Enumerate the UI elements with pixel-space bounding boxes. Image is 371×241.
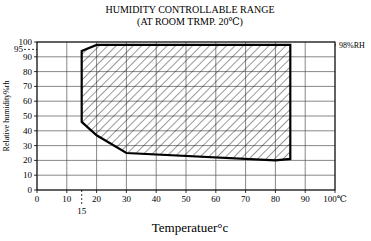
plot-frame: [37, 42, 335, 190]
x-tick-label: 90: [301, 194, 311, 204]
x-tick-label: 70: [241, 194, 251, 204]
x-tick-label: 40: [152, 194, 162, 204]
y-reference-line: [335, 44, 338, 45]
y-tick-label: 20: [23, 155, 33, 165]
y-reference-label: 95: [14, 44, 24, 54]
x-tick-label: 100℃: [323, 194, 347, 204]
y-tick-label: 50: [23, 111, 33, 121]
y-tick-label: 30: [23, 141, 33, 151]
x-axis-label: Temperatuer°c: [152, 220, 229, 235]
y-grid-line: [37, 175, 335, 176]
y-tick-label: 0: [28, 185, 33, 195]
y-axis-label: Relative humidity%rh: [2, 81, 11, 152]
x-tick-label: 20: [92, 194, 102, 204]
y-tick-label: 40: [23, 126, 33, 136]
x-tick-label: 10: [62, 194, 72, 204]
subtitle: (AT ROOM TRMP. 20℃): [137, 16, 243, 28]
y-tick-label: 80: [23, 67, 33, 77]
controllable-area: [82, 45, 291, 160]
y-reference-label: 98%RH: [339, 41, 365, 50]
title: HUMIDITY CONTROLLABLE RANGE: [105, 4, 274, 15]
y-tick-label: 90: [23, 52, 33, 62]
x-tick-label: 30: [122, 194, 132, 204]
x-reference-label: 15: [77, 206, 87, 216]
x-reference-line: [81, 190, 82, 206]
y-reference-line: [24, 49, 37, 50]
y-tick-label: 60: [23, 96, 33, 106]
x-tick-label: 0: [35, 194, 40, 204]
chart: HUMIDITY CONTROLLABLE RANGE(AT ROOM TRMP…: [0, 0, 371, 241]
x-tick-label: 60: [211, 194, 221, 204]
y-grid-line: [37, 160, 335, 161]
x-tick-label: 50: [182, 194, 192, 204]
y-tick-label: 10: [23, 170, 33, 180]
x-tick-label: 80: [271, 194, 281, 204]
y-tick-label: 70: [23, 81, 33, 91]
